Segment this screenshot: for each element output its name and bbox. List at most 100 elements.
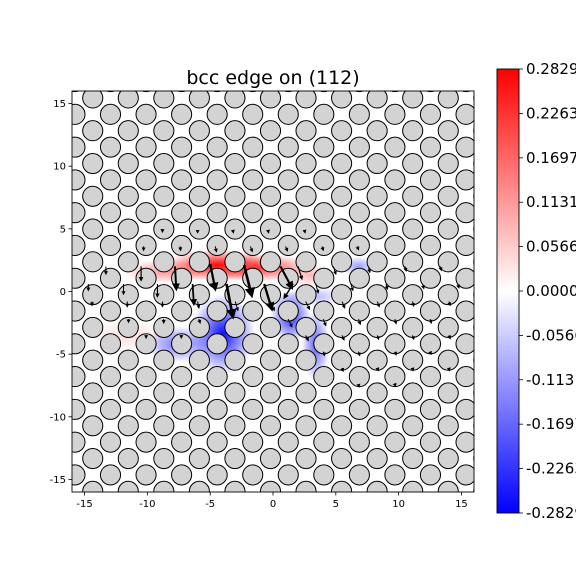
atom [277,333,299,355]
atom [135,398,157,420]
atom [117,415,139,437]
displacement-arrow [341,301,346,309]
colorbar-tick-label: -0.2263 [526,460,576,478]
atom [188,120,210,142]
atom [331,251,353,273]
displacement-arrow [392,382,397,388]
atom [437,316,459,338]
atom [171,169,193,191]
y-tick-label: 15 [53,99,66,110]
displacement-arrow [249,246,254,253]
atom [171,300,193,322]
atom [82,218,104,240]
atom [473,454,474,463]
displacement-arrow [350,283,354,292]
atom [171,103,193,125]
displacement-arrow [340,367,345,373]
atom [259,382,282,404]
atom [153,251,175,273]
atom [384,333,406,355]
atom [455,398,474,420]
atom [402,185,424,207]
displacement-arrow [196,301,201,309]
atom [99,202,122,224]
atom [72,464,86,486]
atom [331,284,353,306]
atom [82,284,104,306]
y-tick-label: -5 [56,350,66,361]
atom [242,202,264,224]
atom [331,316,353,338]
atom [135,202,157,224]
atom [72,91,80,93]
displacement-arrow [265,229,270,234]
atom [295,218,317,240]
displacement-arrow [315,283,320,294]
atom [117,480,139,492]
atom [313,398,335,420]
atom [473,421,474,430]
atom [277,234,299,257]
atom [277,202,299,224]
atom [242,398,264,420]
atom [437,284,459,306]
displacement-arrow [197,318,202,324]
atom [473,159,474,168]
x-axis: -15 -10 -5 0 5 10 15 [76,492,468,510]
colorbar-tick-label: 0.1697 [526,149,576,167]
displacement-arrow [172,266,180,292]
atom [366,316,388,338]
atom [455,300,474,322]
atom [105,91,116,93]
atom [437,382,459,404]
displacement-arrow [322,318,327,327]
atom [188,185,210,207]
atom [224,120,246,142]
displacement-arrow [279,265,294,290]
displacement-arrow [403,266,408,272]
atom [82,480,104,492]
colorbar-tick-label: -0.2829 [526,504,576,522]
atom [331,415,353,437]
atom [331,185,353,207]
atom [313,333,335,355]
atom [384,103,406,125]
atom [419,464,442,486]
atom [135,169,157,191]
atom [295,382,317,404]
atom [473,323,474,332]
atom [455,234,474,257]
atom [206,202,228,224]
atom [188,480,210,492]
atom [348,366,370,388]
atom [188,447,210,470]
atom [117,185,139,207]
atom [419,267,442,289]
atom [390,91,400,93]
atom [224,349,246,371]
x-tick-label: 0 [270,499,276,510]
atom [224,91,246,109]
atom [141,91,151,93]
atom [82,251,104,273]
atom [366,251,388,273]
atom [277,169,299,191]
atom [384,136,406,158]
atom [135,431,157,453]
atom [224,415,246,437]
atom [419,169,442,191]
displacement-arrow [357,318,362,326]
atom [117,218,139,240]
atom [117,91,139,109]
atom [259,415,282,437]
atom [461,91,471,93]
atom [366,218,388,240]
atom [473,126,474,135]
atom [82,382,104,404]
atom [384,169,406,191]
atom [384,234,406,257]
atom [473,290,474,299]
atom [153,218,175,240]
x-tick-label: -10 [139,499,155,510]
